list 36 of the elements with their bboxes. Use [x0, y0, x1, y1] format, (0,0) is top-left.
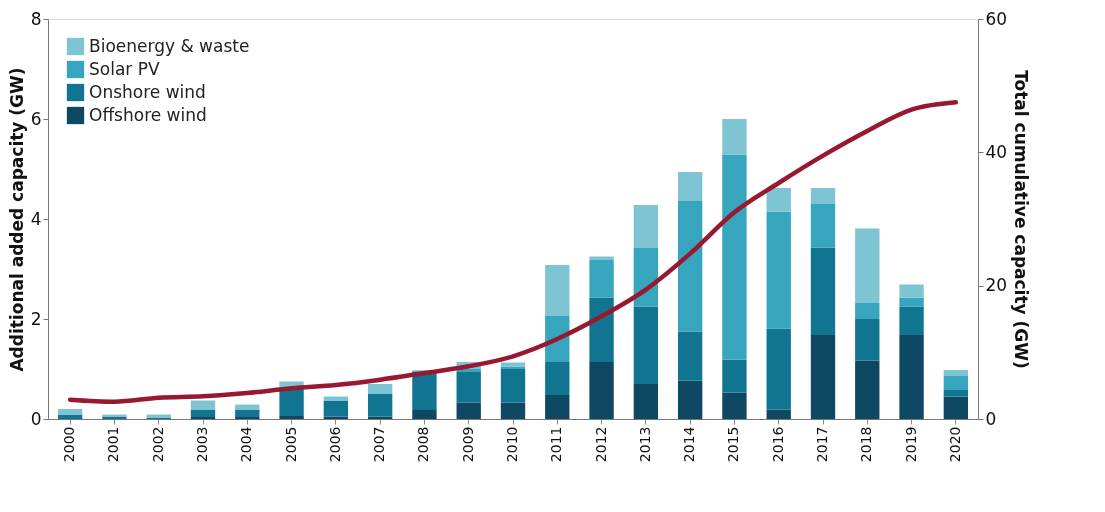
- x-tick-label: 2012: [592, 426, 609, 463]
- y2-tick-label: 60: [985, 8, 1008, 29]
- legend-label: Bioenergy & waste: [89, 35, 250, 56]
- y-tick-label: 2: [30, 308, 42, 329]
- x-tick-label: 2004: [238, 426, 255, 463]
- x-tick-label: 2016: [769, 426, 786, 463]
- y2-tick-label: 40: [985, 141, 1008, 162]
- y-tick-label: 8: [30, 8, 42, 29]
- x-tick-label: 2020: [946, 426, 963, 463]
- x-tick-label: 2000: [61, 426, 78, 463]
- x-tick-label: 2017: [814, 426, 830, 463]
- x-tick-label: 2011: [548, 426, 565, 463]
- x-tick-label: 2003: [194, 426, 210, 463]
- y-tick-label: 4: [30, 208, 42, 229]
- y-tick-label: 6: [30, 108, 42, 129]
- legend-label: Onshore wind: [89, 81, 206, 102]
- y2-axis-title: Total cumulative capacity (GW): [1011, 70, 1032, 369]
- legend-label: Offshore wind: [89, 104, 207, 125]
- y-axis-title: Additional added capacity (GW): [6, 67, 27, 372]
- x-tick-label: 2018: [858, 426, 875, 463]
- x-tick-label: 2010: [504, 426, 520, 463]
- x-tick-label: 2013: [636, 426, 653, 463]
- y2-tick-label: 0: [985, 408, 997, 429]
- x-tick-label: 2005: [282, 426, 299, 463]
- x-tick-label: 2008: [415, 426, 432, 463]
- x-tick-label: 2006: [326, 426, 343, 463]
- legend-label: Solar PV: [89, 58, 160, 79]
- x-tick-label: 2015: [725, 426, 742, 463]
- x-tick-label: 2002: [149, 426, 166, 463]
- y-tick-label: 0: [30, 408, 42, 429]
- x-tick-label: 2019: [902, 426, 919, 463]
- x-tick-label: 2009: [459, 426, 476, 463]
- y2-tick-label: 20: [985, 275, 1008, 296]
- x-tick-label: 2001: [105, 426, 122, 463]
- x-tick-label: 2007: [371, 426, 388, 463]
- x-tick-label: 2014: [681, 426, 698, 463]
